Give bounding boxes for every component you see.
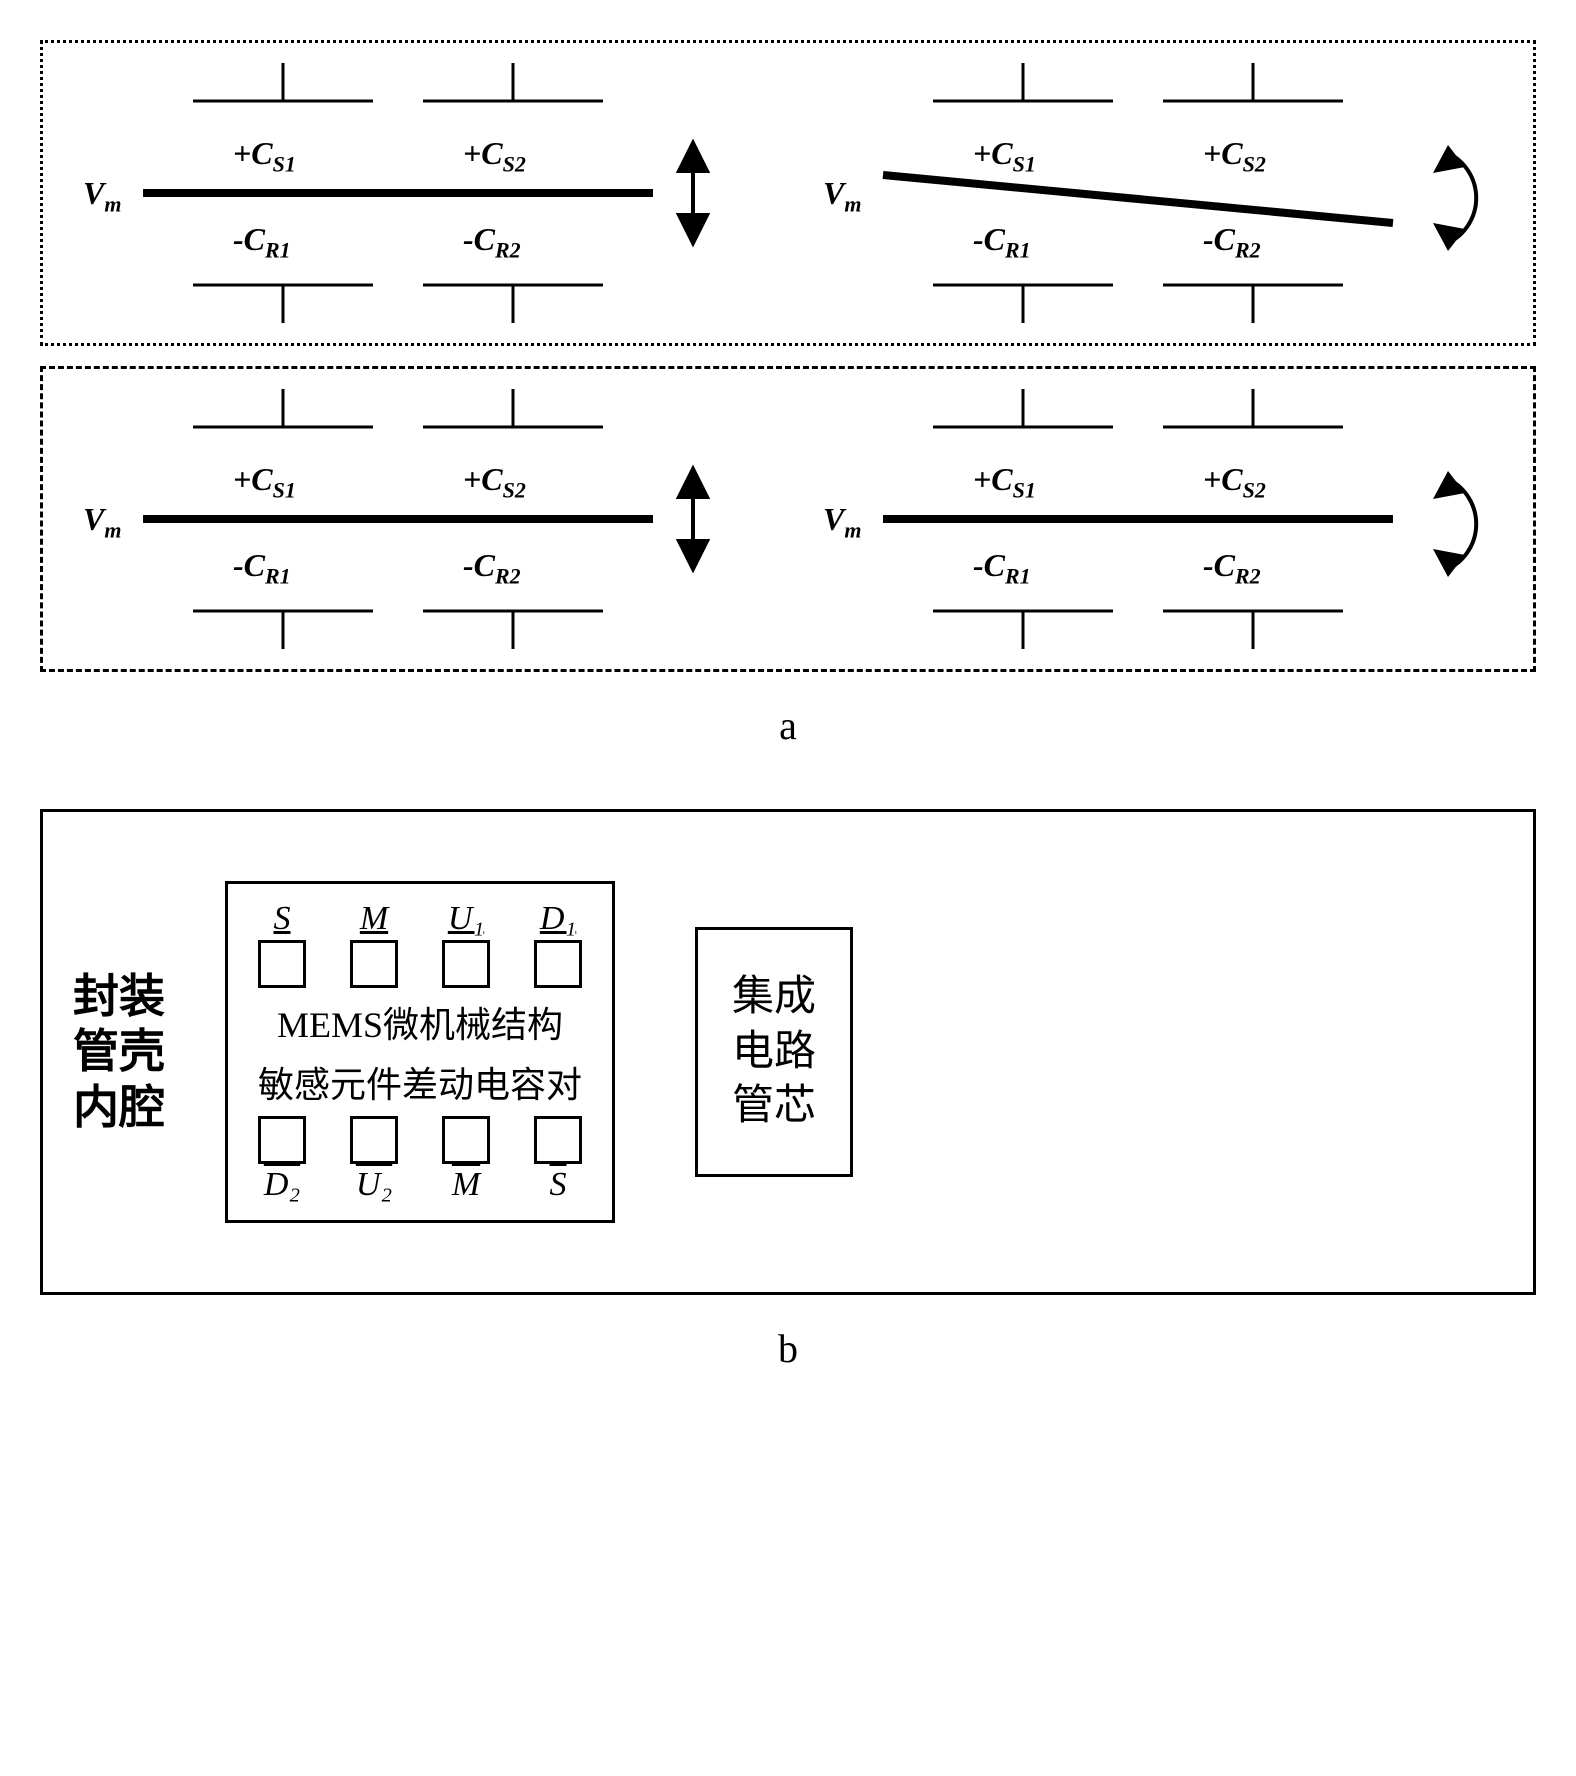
ic-line3: 管芯 <box>732 1079 816 1134</box>
cap-svg-translate <box>53 389 793 649</box>
cs1-label: +CS1 <box>233 135 296 177</box>
pad-icon <box>350 940 398 988</box>
pad-label: S <box>274 900 291 938</box>
cs1-label: +CS1 <box>233 461 296 503</box>
figure-b: 封装 管壳 内腔 S M U₁ <box>40 809 1536 1372</box>
vm-label: Vm <box>83 501 121 543</box>
pad-label: D₂ <box>264 1166 300 1204</box>
cs2-label: +CS2 <box>463 135 526 177</box>
vm-label: Vm <box>823 175 861 217</box>
vm-label: Vm <box>83 175 121 217</box>
cs1-label: +CS1 <box>973 135 1036 177</box>
panel-dotted: Vm +CS1 +CS2 -CR1 -CR2 <box>40 40 1536 346</box>
cr1-label: -CR1 <box>233 221 291 263</box>
cr1-label: -CR1 <box>233 547 291 589</box>
cr1-label: -CR1 <box>973 547 1031 589</box>
cs2-label: +CS2 <box>1203 461 1266 503</box>
cell-translate-1: Vm +CS1 +CS2 -CR1 -CR2 <box>53 63 793 323</box>
pad-icon <box>258 940 306 988</box>
cap-svg-rotate-tilted <box>793 63 1533 323</box>
cs1-label: +CS1 <box>973 461 1036 503</box>
vm-label: Vm <box>823 501 861 543</box>
pad-icon <box>442 1116 490 1164</box>
cr2-label: -CR2 <box>1203 547 1261 589</box>
cell-rotate-1: Vm +CS1 +CS2 -CR1 -CR2 <box>793 63 1533 323</box>
cr2-label: -CR2 <box>463 547 521 589</box>
pad-label: M <box>360 900 388 938</box>
cap-svg-rotate-flat <box>793 389 1533 649</box>
pad-icon <box>442 940 490 988</box>
figure-b-label: b <box>40 1325 1536 1372</box>
mems-box: S M U₁ D₁ MEMS微机械结 <box>225 881 615 1223</box>
cr2-label: -CR2 <box>463 221 521 263</box>
bottom-pad-row: D₂ U₂ M S <box>258 1116 582 1204</box>
cr2-label: -CR2 <box>1203 221 1261 263</box>
pad-icon <box>258 1116 306 1164</box>
cell-translate-2: Vm +CS1 +CS2 -CR1 -CR2 <box>53 389 793 649</box>
top-pad-row: S M U₁ D₁ <box>258 900 582 988</box>
figure-container: Vm +CS1 +CS2 -CR1 -CR2 <box>40 40 1536 1372</box>
pad-label: M <box>452 1166 480 1204</box>
cell-rotate-2: Vm +CS1 +CS2 -CR1 -CR2 <box>793 389 1533 649</box>
mems-line1: MEMS微机械结构 <box>258 996 582 1048</box>
pad-label: S <box>550 1166 567 1204</box>
ic-line1: 集成 <box>732 970 816 1025</box>
pad-icon <box>534 940 582 988</box>
package-label: 封装 管壳 内腔 <box>73 969 165 1135</box>
cap-svg-translate <box>53 63 793 323</box>
pad-S-top: S <box>258 900 306 988</box>
pad-M-bottom: M <box>442 1116 490 1204</box>
figure-a-label: a <box>40 702 1536 749</box>
mems-line2: 敏感元件差动电容对 <box>258 1056 582 1108</box>
cs2-label: +CS2 <box>463 461 526 503</box>
cs2-label: +CS2 <box>1203 135 1266 177</box>
pad-icon <box>350 1116 398 1164</box>
figure-a: Vm +CS1 +CS2 -CR1 -CR2 <box>40 40 1536 749</box>
pad-icon <box>534 1116 582 1164</box>
pad-label: U₂ <box>356 1166 392 1204</box>
pad-U1-top: U₁ <box>442 900 490 988</box>
pad-U2-bottom: U₂ <box>350 1116 398 1204</box>
pad-D2-bottom: D₂ <box>258 1116 306 1204</box>
package-box: 封装 管壳 内腔 S M U₁ <box>40 809 1536 1295</box>
pad-D1-top: D₁ <box>534 900 582 988</box>
pad-S-bottom: S <box>534 1116 582 1204</box>
ic-box: 集成 电路 管芯 <box>695 927 853 1177</box>
ic-line2: 电路 <box>732 1025 816 1080</box>
cr1-label: -CR1 <box>973 221 1031 263</box>
pad-label: D₁ <box>540 900 576 938</box>
pad-M-top: M <box>350 900 398 988</box>
pad-label: U₁ <box>448 900 484 938</box>
panel-dashed: Vm +CS1 +CS2 -CR1 -CR2 <box>40 366 1536 672</box>
